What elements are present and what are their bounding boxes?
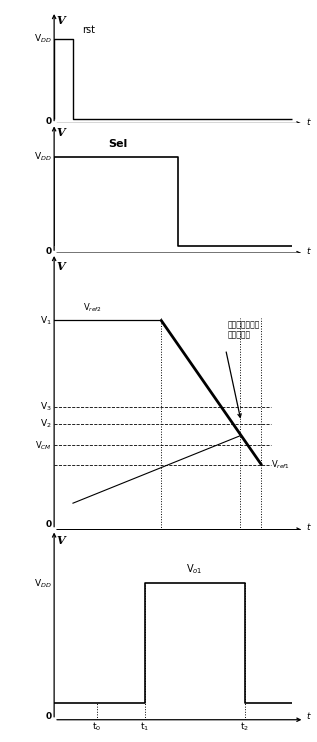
Text: V$_{ref2}$: V$_{ref2}$ xyxy=(82,302,101,315)
Text: 0: 0 xyxy=(45,117,51,126)
Text: t: t xyxy=(307,247,310,256)
Text: Sel: Sel xyxy=(109,139,128,149)
Text: V: V xyxy=(56,535,65,546)
Text: rst: rst xyxy=(82,24,95,35)
Text: T$_1$: T$_1$ xyxy=(156,531,167,543)
Text: V$_{CM}$: V$_{CM}$ xyxy=(35,439,51,452)
Text: 小电流情况下，
积分器输出: 小电流情况下， 积分器输出 xyxy=(228,321,260,340)
Text: t$_1$: t$_1$ xyxy=(140,721,149,733)
Text: 0: 0 xyxy=(45,520,51,529)
Text: V: V xyxy=(56,261,65,272)
Text: t: t xyxy=(307,712,310,720)
Text: t$_2$: t$_2$ xyxy=(240,721,249,733)
Text: T$_s$: T$_s$ xyxy=(235,531,245,543)
Text: V$_{o1}$: V$_{o1}$ xyxy=(186,562,203,576)
Text: t: t xyxy=(307,118,310,127)
Text: T$_2$: T$_2$ xyxy=(256,531,267,543)
Text: V: V xyxy=(56,127,65,138)
Text: V$_{DD}$: V$_{DD}$ xyxy=(34,33,51,45)
Text: 0: 0 xyxy=(45,712,51,720)
Text: V$_{DD}$: V$_{DD}$ xyxy=(34,151,51,163)
Text: V$_2$: V$_2$ xyxy=(40,418,51,430)
Text: t$_0$: t$_0$ xyxy=(92,721,101,733)
Text: V: V xyxy=(56,16,65,27)
Text: t: t xyxy=(307,522,310,532)
Text: V$_{DD}$: V$_{DD}$ xyxy=(34,577,51,590)
Text: 0: 0 xyxy=(45,247,51,256)
Text: V$_3$: V$_3$ xyxy=(40,401,51,413)
Text: V$_1$: V$_1$ xyxy=(40,314,51,326)
Text: V$_{ref1}$: V$_{ref1}$ xyxy=(271,459,290,471)
